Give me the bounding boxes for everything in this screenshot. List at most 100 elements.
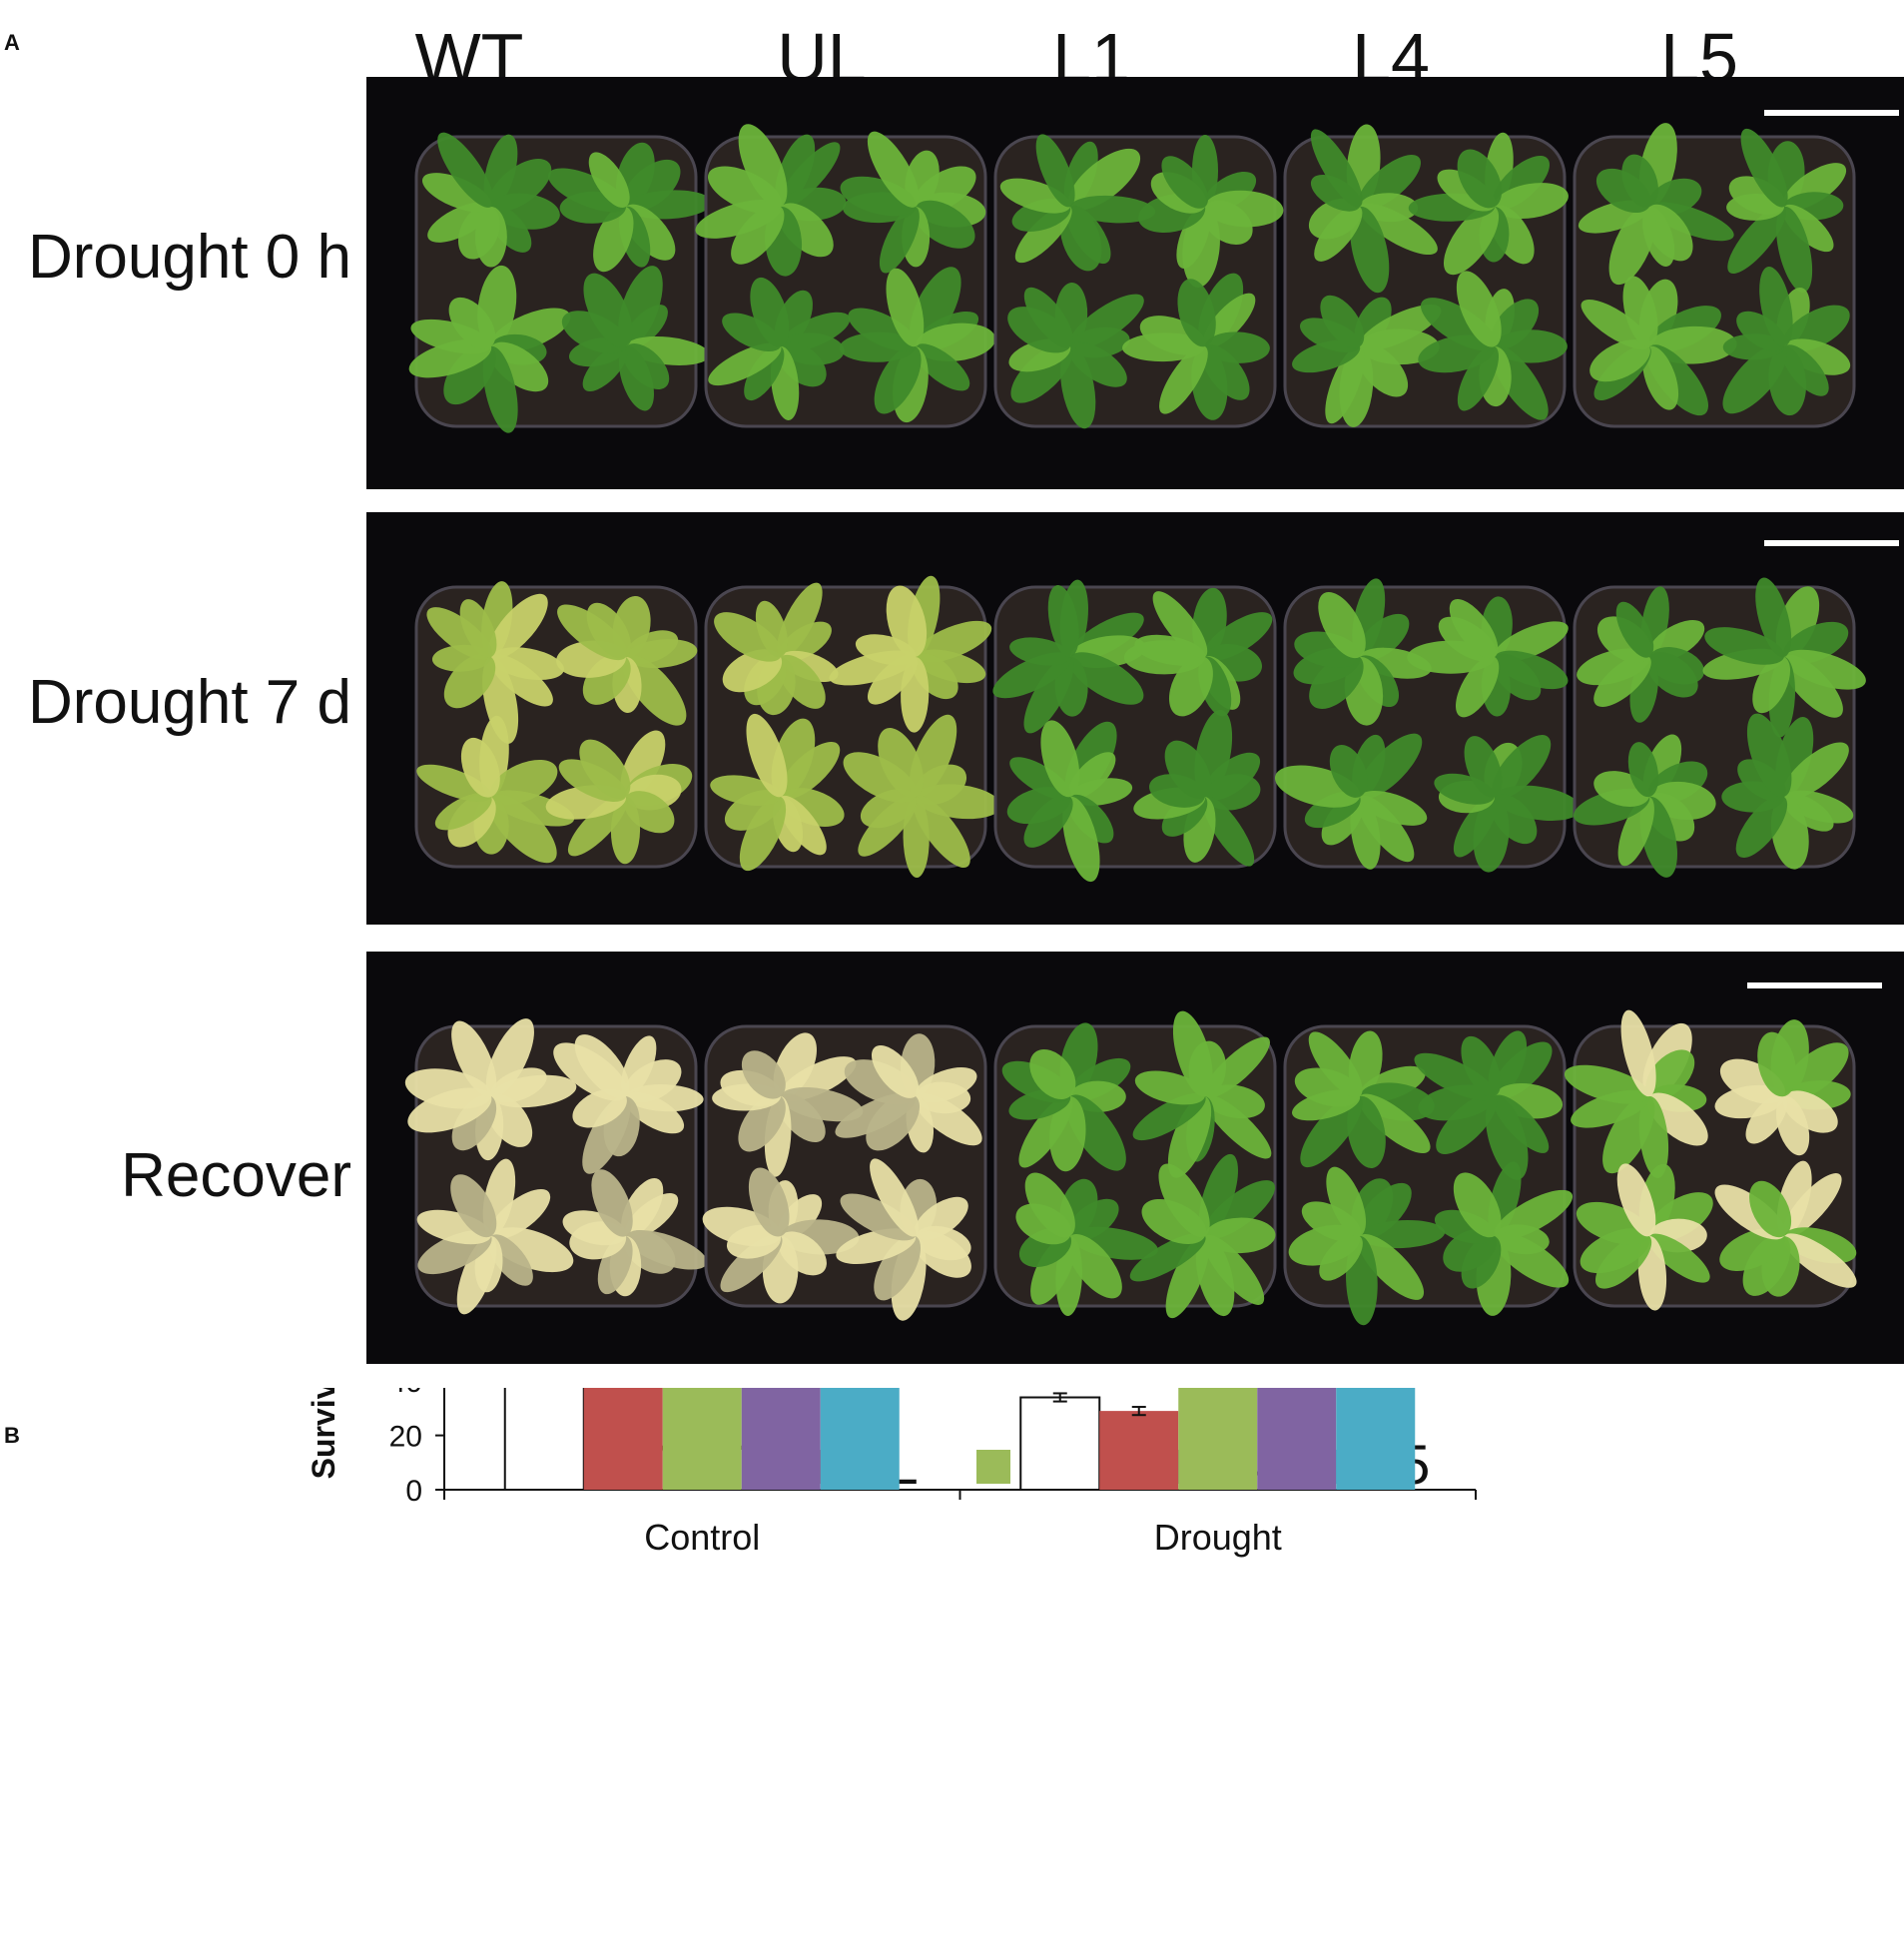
leaf bbox=[1202, 796, 1255, 867]
rosette bbox=[1578, 123, 1734, 286]
rosette bbox=[714, 582, 839, 716]
leaf bbox=[1642, 345, 1679, 410]
rosette bbox=[1576, 1163, 1713, 1311]
leaf bbox=[1023, 656, 1074, 734]
leaf bbox=[1736, 311, 1786, 351]
rosette bbox=[416, 715, 575, 864]
bar-l4-control bbox=[741, 1388, 821, 1490]
leaf bbox=[583, 273, 633, 347]
leaf bbox=[874, 1234, 922, 1301]
rosette bbox=[421, 132, 560, 268]
leaf bbox=[1608, 206, 1656, 286]
row-label-drought-7d: Drought 7 d bbox=[28, 668, 351, 737]
leaf bbox=[1757, 1031, 1797, 1097]
bar-l5-drought bbox=[1336, 1388, 1416, 1490]
leaf bbox=[886, 585, 928, 658]
bar-l4-drought bbox=[1257, 1388, 1337, 1490]
leaf bbox=[779, 741, 841, 800]
rosette bbox=[1015, 1172, 1158, 1317]
leaf bbox=[574, 1034, 630, 1098]
leaf bbox=[708, 342, 782, 386]
x-category-label: Control bbox=[644, 1517, 760, 1558]
leaf bbox=[1165, 1235, 1210, 1319]
x-category-label: Drought bbox=[1154, 1517, 1282, 1558]
rosette bbox=[1577, 586, 1705, 723]
error-bar bbox=[1131, 1406, 1146, 1417]
rosette bbox=[839, 267, 995, 423]
leaf bbox=[1622, 276, 1658, 347]
rosette bbox=[712, 1032, 864, 1177]
leaf bbox=[878, 728, 924, 798]
leaf bbox=[1749, 1180, 1792, 1238]
rosette bbox=[710, 713, 845, 872]
bar-l1-drought bbox=[1178, 1388, 1258, 1490]
panel-a-letter: A bbox=[4, 30, 20, 55]
leaf bbox=[1040, 720, 1080, 798]
leaf bbox=[755, 600, 788, 658]
leaf bbox=[1308, 1031, 1363, 1098]
rosette bbox=[545, 730, 693, 865]
leaf bbox=[1461, 1035, 1502, 1097]
leaf bbox=[588, 152, 630, 208]
leaf bbox=[623, 305, 668, 349]
leaf bbox=[714, 612, 783, 662]
leaf bbox=[489, 654, 553, 707]
rosette bbox=[1122, 273, 1270, 420]
leaf bbox=[618, 345, 654, 411]
leaf bbox=[1457, 149, 1503, 209]
bar-l5-control bbox=[820, 1388, 900, 1490]
rosette bbox=[835, 1033, 982, 1153]
leaf bbox=[871, 1044, 920, 1098]
leaf bbox=[1203, 293, 1256, 348]
leaf bbox=[586, 602, 631, 659]
leaf bbox=[914, 1092, 982, 1146]
leaf bbox=[1152, 591, 1208, 659]
leaf bbox=[1203, 1094, 1272, 1159]
rosette bbox=[1702, 577, 1866, 738]
y-tick-label: 40 bbox=[389, 1388, 422, 1399]
leaf bbox=[448, 297, 496, 349]
leaf bbox=[1602, 1095, 1655, 1174]
leaf bbox=[1132, 1092, 1206, 1141]
leaf bbox=[488, 593, 548, 659]
leaf bbox=[1310, 129, 1363, 208]
rosette bbox=[562, 1169, 708, 1297]
rosette bbox=[556, 595, 698, 726]
leaf bbox=[1494, 183, 1569, 220]
leaf bbox=[1783, 1233, 1857, 1288]
rosette bbox=[1714, 1019, 1851, 1156]
photo-recover bbox=[366, 952, 1904, 1364]
rosette bbox=[1133, 709, 1261, 867]
rosette bbox=[1138, 134, 1284, 288]
rosette bbox=[840, 131, 986, 274]
rosette bbox=[1721, 713, 1854, 870]
leaf bbox=[1018, 1095, 1073, 1168]
leaf bbox=[1158, 1163, 1210, 1238]
leaf bbox=[1176, 206, 1211, 269]
leaf bbox=[1621, 154, 1658, 208]
rosette bbox=[1407, 596, 1569, 718]
leaf bbox=[914, 343, 970, 391]
leaf bbox=[1746, 713, 1792, 798]
leaf bbox=[1464, 736, 1503, 798]
leaf bbox=[722, 313, 782, 351]
rosette bbox=[843, 714, 1001, 879]
leaf bbox=[870, 1158, 920, 1237]
leaf bbox=[1172, 1010, 1213, 1097]
leaf bbox=[456, 1235, 497, 1315]
leaf bbox=[750, 277, 790, 347]
rosette bbox=[1418, 271, 1568, 420]
rosette bbox=[426, 581, 564, 744]
leaf bbox=[779, 142, 841, 209]
leaf bbox=[625, 1091, 685, 1134]
survival-rate-bar-chart: WTULL1L4L5020406080100Survival rate (%)C… bbox=[306, 1388, 1477, 1558]
leaf bbox=[748, 1167, 790, 1237]
leaf bbox=[1357, 733, 1423, 800]
leaf bbox=[707, 166, 782, 214]
photo-drought-0h bbox=[366, 77, 1904, 489]
leaf bbox=[1647, 1233, 1710, 1283]
rosette bbox=[553, 1034, 704, 1174]
scale-bar bbox=[1764, 540, 1899, 546]
leaf bbox=[1782, 1173, 1842, 1238]
leaf bbox=[1159, 345, 1208, 414]
